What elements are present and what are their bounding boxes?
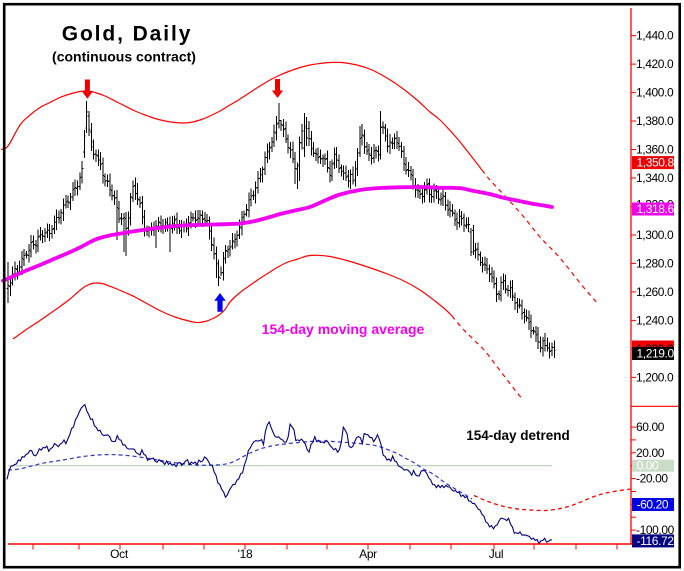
svg-text:1,240.0: 1,240.0 <box>636 313 674 327</box>
svg-text:0.00: 0.00 <box>637 459 659 473</box>
svg-text:Oct: Oct <box>110 547 129 561</box>
svg-text:1,219.0: 1,219.0 <box>637 347 675 361</box>
svg-text:1,380.0: 1,380.0 <box>636 114 674 128</box>
svg-text:154-day moving average: 154-day moving average <box>262 321 425 337</box>
svg-text:60.00: 60.00 <box>636 420 665 434</box>
svg-text:1,440.0: 1,440.0 <box>636 29 674 43</box>
svg-text:Gold, Daily: Gold, Daily <box>62 23 193 46</box>
svg-text:1,340.0: 1,340.0 <box>636 171 674 185</box>
svg-text:-116.72: -116.72 <box>637 534 675 548</box>
svg-text:-20.00: -20.00 <box>636 472 668 486</box>
svg-text:(continuous contract): (continuous contract) <box>52 49 196 65</box>
svg-text:-100.00: -100.00 <box>636 523 675 537</box>
svg-text:1,200.0: 1,200.0 <box>636 370 674 384</box>
svg-text:1,260.0: 1,260.0 <box>636 285 674 299</box>
svg-text:1,300.0: 1,300.0 <box>636 228 674 242</box>
svg-text:1,400.0: 1,400.0 <box>636 86 674 100</box>
svg-text:20.00: 20.00 <box>636 446 665 460</box>
svg-text:154-day detrend: 154-day detrend <box>466 428 570 443</box>
svg-text:1,318.6: 1,318.6 <box>637 202 675 216</box>
svg-text:1,350.8: 1,350.8 <box>637 156 675 170</box>
svg-text:Apr: Apr <box>359 547 377 561</box>
svg-text:'18: '18 <box>238 547 253 561</box>
svg-text:Jul: Jul <box>489 547 503 561</box>
svg-text:1,360.0: 1,360.0 <box>636 143 674 157</box>
svg-text:1,420.0: 1,420.0 <box>636 57 674 71</box>
svg-text:1,280.0: 1,280.0 <box>636 256 674 270</box>
svg-text:-60.20: -60.20 <box>637 498 669 512</box>
